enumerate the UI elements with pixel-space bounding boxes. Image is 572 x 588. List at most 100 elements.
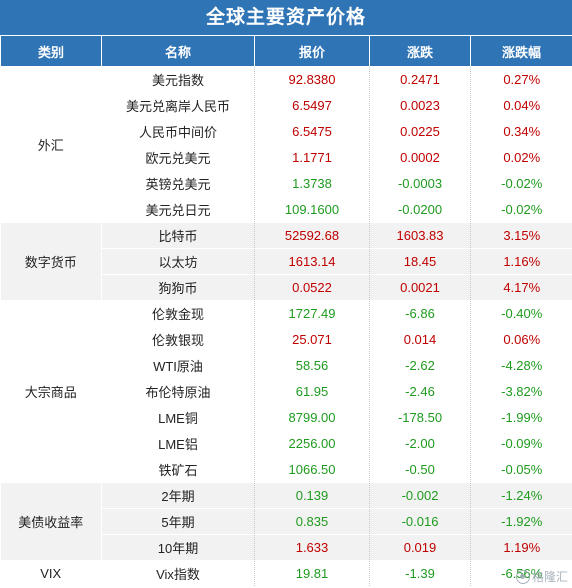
asset-name-cell: 英镑兑美元 — [101, 170, 255, 197]
category-cell: 外汇 — [0, 66, 102, 223]
category-cell: 数字货币 — [0, 222, 102, 301]
category-cell: 大宗商品 — [0, 300, 102, 483]
change-cell: 0.0021 — [369, 274, 471, 301]
change-cell: -178.50 — [369, 404, 471, 431]
asset-name-cell: 美元兑离岸人民币 — [101, 92, 255, 119]
price-cell: 92.8380 — [254, 66, 370, 93]
change-percent-cell: 1.16% — [470, 248, 572, 275]
asset-name-cell: Vix指数 — [101, 560, 255, 587]
table-row: 大宗商品 伦敦金现 1727.49 -6.86 -0.40% — [0, 300, 572, 483]
table-row: 美债收益率 2年期 0.139 -0.002 -1.24% — [0, 482, 572, 561]
table-header-row: 类别 名称 报价 涨跌 涨跌幅 — [0, 35, 572, 67]
price-cell: 19.81 — [254, 560, 370, 587]
table-row: LME铝 2256.00 -2.00 -0.09% — [1, 430, 572, 457]
table-row: 铁矿石 1066.50 -0.50 -0.05% — [1, 456, 572, 483]
asset-name-cell: 美元兑日元 — [101, 196, 255, 223]
watermark: 格隆汇 — [515, 568, 568, 585]
change-percent-cell: 0.02% — [470, 144, 572, 171]
price-cell: 0.139 — [254, 482, 370, 509]
price-cell: 61.95 — [254, 378, 370, 405]
asset-name-cell: 伦敦金现 — [101, 300, 255, 327]
table-row: 欧元兑美元 1.1771 0.0002 0.02% — [1, 144, 572, 171]
table-row: 5年期 0.835 -0.016 -1.92% — [1, 508, 572, 535]
price-cell: 0.0522 — [254, 274, 370, 301]
price-cell: 52592.68 — [254, 222, 370, 249]
change-percent-cell: -1.92% — [470, 508, 572, 535]
change-percent-cell: 0.06% — [470, 326, 572, 353]
header-name: 名称 — [101, 35, 255, 67]
header-change: 涨跌 — [369, 35, 471, 67]
change-percent-cell: -1.99% — [470, 404, 572, 431]
table-row: 以太坊 1613.14 18.45 1.16% — [1, 248, 572, 275]
asset-name-cell: 人民币中间价 — [101, 118, 255, 145]
header-price: 报价 — [254, 35, 370, 67]
change-percent-cell: 0.34% — [470, 118, 572, 145]
change-cell: 0.2471 — [369, 66, 471, 93]
price-cell: 25.071 — [254, 326, 370, 353]
change-percent-cell: -4.28% — [470, 352, 572, 379]
table-row: 美元兑离岸人民币 6.5497 0.0023 0.04% — [1, 92, 572, 119]
asset-name-cell: 5年期 — [101, 508, 255, 535]
table-row: 人民币中间价 6.5475 0.0225 0.34% — [1, 118, 572, 145]
change-cell: 1603.83 — [369, 222, 471, 249]
price-cell: 1.1771 — [254, 144, 370, 171]
asset-name-cell: 狗狗币 — [101, 274, 255, 301]
change-percent-cell: 0.27% — [470, 66, 572, 93]
asset-name-cell: 布伦特原油 — [101, 378, 255, 405]
price-cell: 6.5497 — [254, 92, 370, 119]
header-change-percent: 涨跌幅 — [470, 35, 572, 67]
change-percent-cell: 3.15% — [470, 222, 572, 249]
change-cell: -0.002 — [369, 482, 471, 509]
table-row: WTI原油 58.56 -2.62 -4.28% — [1, 352, 572, 379]
price-cell: 6.5475 — [254, 118, 370, 145]
change-percent-cell: -0.05% — [470, 456, 572, 483]
change-cell: -0.50 — [369, 456, 471, 483]
change-cell: -0.016 — [369, 508, 471, 535]
change-cell: 0.019 — [369, 534, 471, 561]
change-percent-cell: -0.02% — [470, 170, 572, 197]
price-cell: 1727.49 — [254, 300, 370, 327]
header-category: 类别 — [0, 35, 102, 67]
change-percent-cell: -1.24% — [470, 482, 572, 509]
table-row: 英镑兑美元 1.3738 -0.0003 -0.02% — [1, 170, 572, 197]
table-row: LME铜 8799.00 -178.50 -1.99% — [1, 404, 572, 431]
watermark-text: 格隆汇 — [531, 570, 568, 584]
asset-name-cell: 10年期 — [101, 534, 255, 561]
change-cell: -2.46 — [369, 378, 471, 405]
change-cell: -0.0200 — [369, 196, 471, 223]
category-cell: VIX — [0, 560, 102, 587]
table-row: 伦敦银现 25.071 0.014 0.06% — [1, 326, 572, 353]
price-cell: 58.56 — [254, 352, 370, 379]
price-cell: 0.835 — [254, 508, 370, 535]
change-percent-cell: -0.09% — [470, 430, 572, 457]
asset-name-cell: 比特币 — [101, 222, 255, 249]
price-cell: 1066.50 — [254, 456, 370, 483]
asset-name-cell: 美元指数 — [101, 66, 255, 93]
change-cell: -6.86 — [369, 300, 471, 327]
change-percent-cell: -3.82% — [470, 378, 572, 405]
change-cell: -1.39 — [369, 560, 471, 587]
change-cell: 0.0023 — [369, 92, 471, 119]
price-cell: 1613.14 — [254, 248, 370, 275]
change-cell: -2.00 — [369, 430, 471, 457]
table-row: 美元兑日元 109.1600 -0.0200 -0.02% — [1, 196, 572, 223]
table-row: 数字货币 比特币 52592.68 1603.83 3.15% — [0, 222, 572, 301]
asset-name-cell: 欧元兑美元 — [101, 144, 255, 171]
page-title: 全球主要资产价格 — [0, 0, 572, 35]
asset-name-cell: 伦敦银现 — [101, 326, 255, 353]
table-row: VIX Vix指数 19.81 -1.39 -6.56% — [0, 560, 572, 587]
asset-name-cell: LME铝 — [101, 430, 255, 457]
table-row: 外汇 美元指数 92.8380 0.2471 0.27% — [0, 66, 572, 223]
price-cell: 1.3738 — [254, 170, 370, 197]
asset-price-table: 类别 名称 报价 涨跌 涨跌幅 外汇 美元指数 92.8380 0.2471 0.27%… — [0, 35, 572, 587]
price-cell: 109.1600 — [254, 196, 370, 223]
change-cell: 0.014 — [369, 326, 471, 353]
change-cell: -2.62 — [369, 352, 471, 379]
table-row: 狗狗币 0.0522 0.0021 4.17% — [1, 274, 572, 301]
change-cell: 0.0002 — [369, 144, 471, 171]
change-cell: -0.0003 — [369, 170, 471, 197]
gelonghui-logo-icon — [515, 569, 530, 584]
asset-name-cell: WTI原油 — [101, 352, 255, 379]
change-cell: 0.0225 — [369, 118, 471, 145]
